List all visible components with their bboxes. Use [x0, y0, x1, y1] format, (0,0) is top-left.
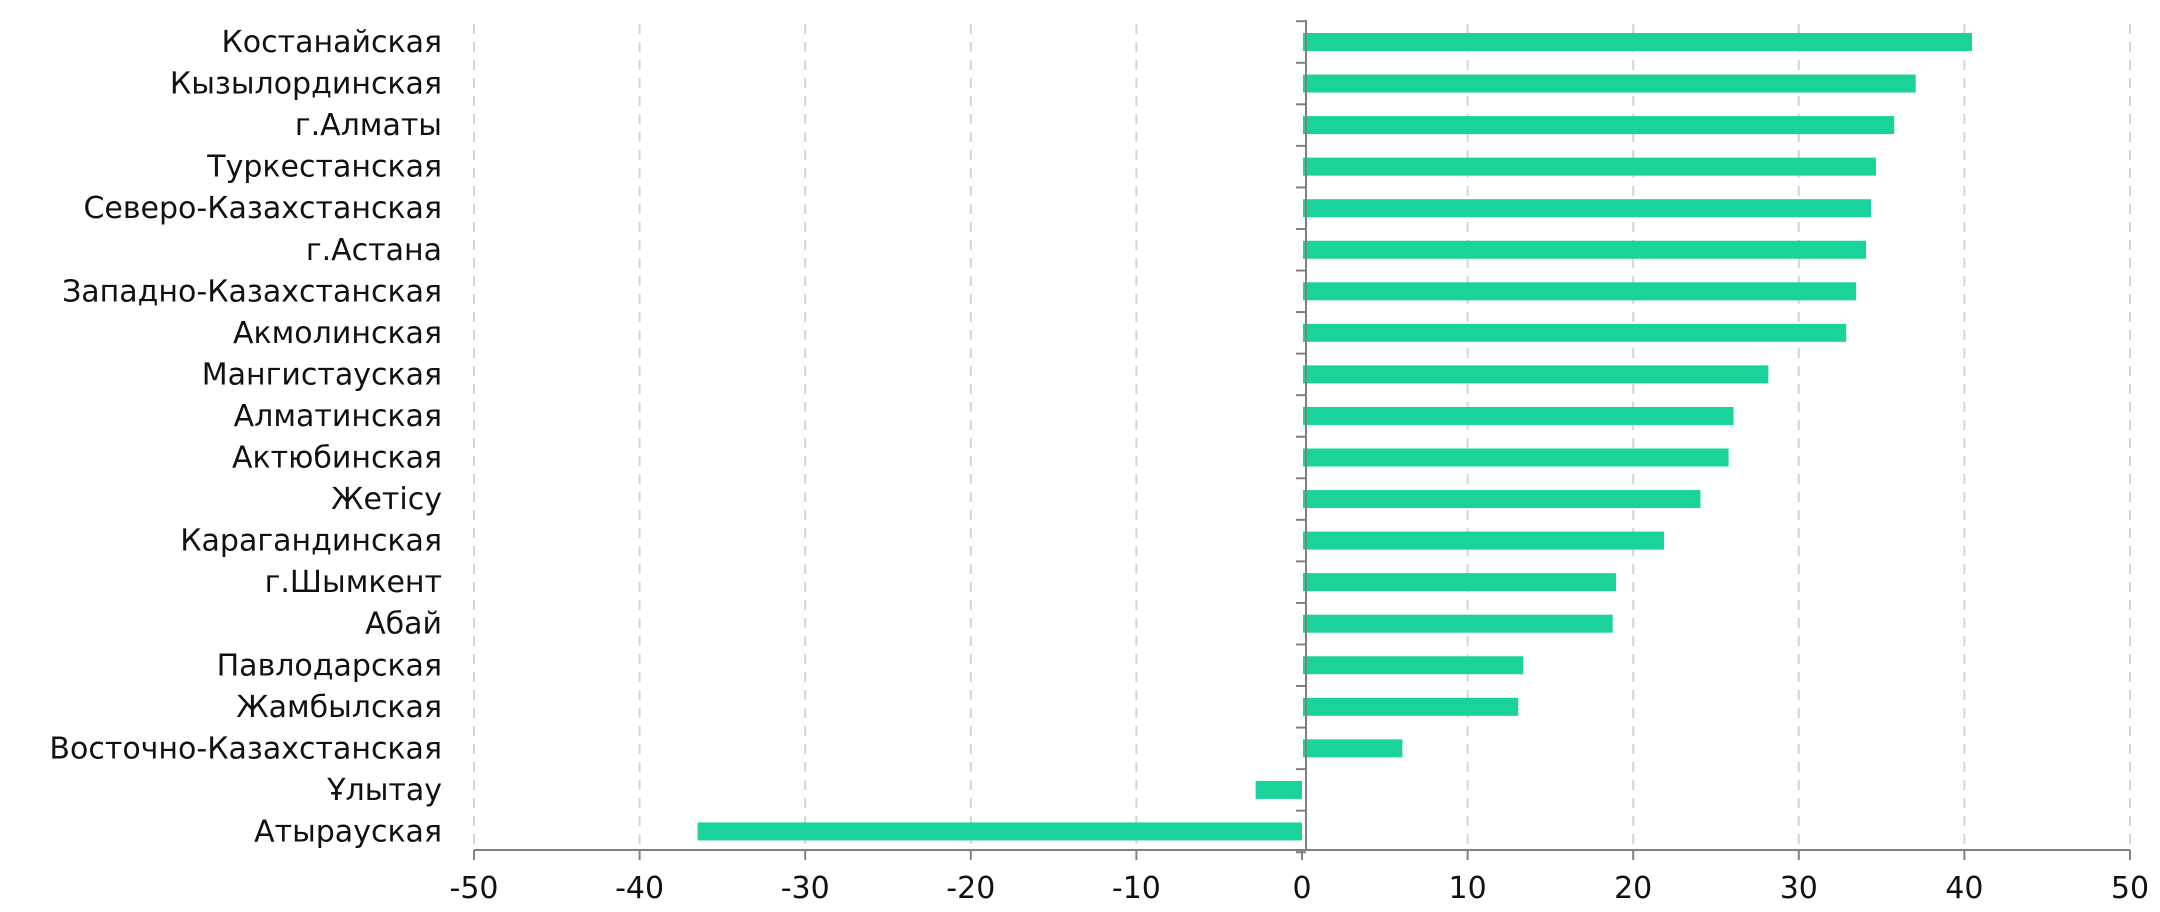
category-labels: Костанайская Кызылординская г.Алматы Туркес…: [49, 25, 442, 849]
bar: [1303, 656, 1524, 675]
x-tick-label: -40: [615, 871, 664, 906]
category-label: г.Шымкент: [265, 565, 442, 600]
x-tick-label: 50: [2111, 871, 2149, 906]
category-label: Абай: [365, 607, 442, 642]
category-label: Карагандинская: [180, 524, 442, 559]
x-tick-label: -10: [1112, 871, 1161, 906]
bar: [1303, 323, 1847, 342]
bar: [1303, 614, 1613, 633]
category-label: Павлодарская: [217, 648, 442, 683]
category-label: Алматинская: [234, 399, 442, 434]
category-label: Акмолинская: [233, 316, 442, 351]
category-label: Западно-Казахстанская: [62, 274, 442, 309]
category-label: Туркестанская: [206, 150, 442, 185]
category-label: Атырауская: [254, 814, 442, 849]
bar: [1303, 74, 1916, 93]
axes: [473, 20, 2131, 860]
bar: [1303, 365, 1769, 384]
x-tick-label: 10: [1449, 871, 1487, 906]
x-tick-label: -20: [946, 871, 995, 906]
bar: [1303, 739, 1403, 758]
category-label: Северо-Казахстанская: [83, 191, 442, 226]
bar: [1303, 157, 1876, 176]
bar: [697, 822, 1302, 841]
bar: [1303, 531, 1665, 550]
category-label: г.Астана: [306, 233, 442, 268]
x-tick-label: 0: [1292, 871, 1311, 906]
bar: [1303, 116, 1895, 135]
bar: [1303, 406, 1734, 425]
bar: [1303, 490, 1701, 509]
bar: [1303, 573, 1616, 592]
bar: [1303, 697, 1519, 716]
bar: [1303, 282, 1857, 301]
bar: [1303, 240, 1867, 259]
x-tick-label: 40: [1945, 871, 1983, 906]
category-label: Восточно-Казахстанская: [49, 731, 442, 766]
x-tick-label: 20: [1614, 871, 1652, 906]
bar: [1255, 780, 1302, 799]
tick-labels: -50 -40 -30 -20 -10 0 10 20 30 40 50: [450, 871, 2150, 906]
bar: [1303, 33, 1973, 51]
bar: [1303, 199, 1872, 218]
category-label: Кызылординская: [170, 67, 442, 102]
category-label: Мангистауская: [202, 357, 442, 392]
x-tick-label: 30: [1780, 871, 1818, 906]
x-tick-label: -30: [781, 871, 830, 906]
category-label: Жамбылская: [236, 690, 442, 725]
bar: [1303, 448, 1729, 467]
x-tick-label: -50: [450, 871, 499, 906]
bars: [697, 33, 1973, 841]
category-label: Жетісу: [331, 482, 442, 517]
category-label: Ұлытау: [326, 773, 442, 808]
category-label: г.Алматы: [295, 108, 442, 143]
category-label: Актюбинская: [232, 441, 442, 476]
category-label: Костанайская: [221, 25, 442, 60]
